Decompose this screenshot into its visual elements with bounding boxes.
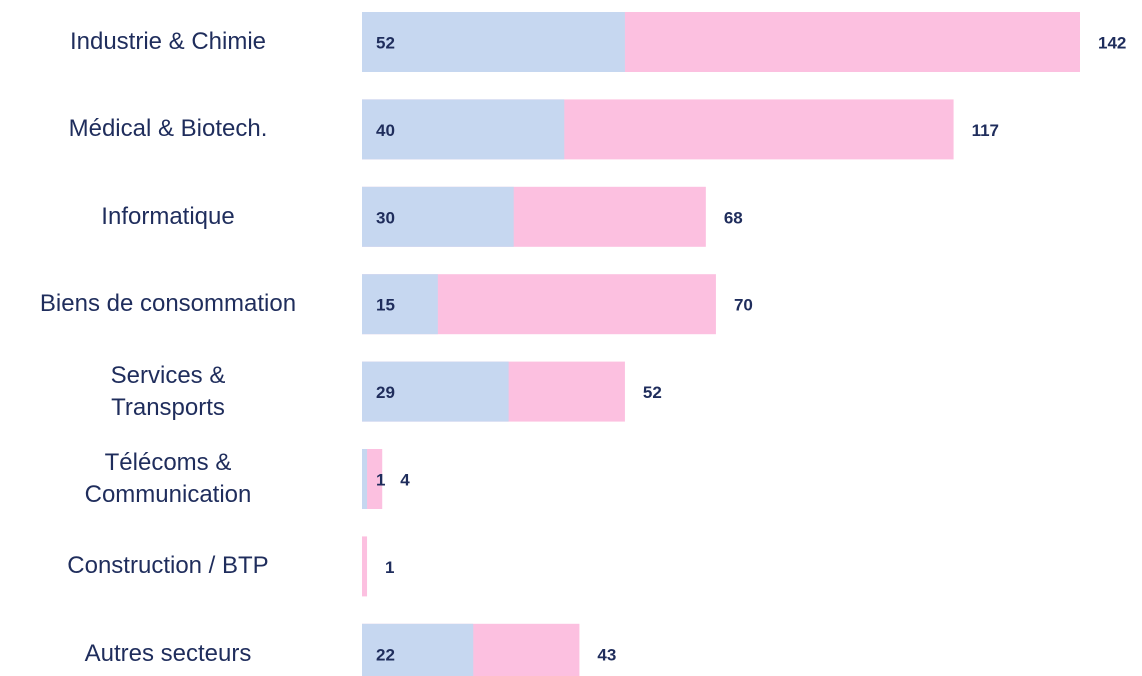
category-label: Autres secteurs xyxy=(84,639,252,667)
value-label: 22 xyxy=(376,645,395,664)
bar xyxy=(362,361,509,422)
category-label: Télécoms & Communication xyxy=(84,449,252,508)
category-label: Biens de consommation xyxy=(39,290,297,318)
value-label: 70 xyxy=(734,296,753,315)
category-label: Construction / BTP xyxy=(67,552,269,580)
value-label: 52 xyxy=(643,383,662,402)
value-label: 40 xyxy=(376,121,395,140)
bar xyxy=(362,12,625,72)
category-label: Industrie & Chimie xyxy=(69,28,267,55)
value-label: 142 xyxy=(1098,33,1126,52)
bar xyxy=(362,274,438,335)
bar xyxy=(362,536,368,597)
category-label: Médical & Biotech. xyxy=(68,115,268,143)
value-label: 1 xyxy=(385,558,394,577)
bar xyxy=(362,449,368,509)
bar xyxy=(362,623,474,676)
value-label: 68 xyxy=(724,208,743,227)
bar xyxy=(362,186,514,247)
value-label: 15 xyxy=(376,296,395,315)
category-label: Informatique xyxy=(101,202,235,230)
category-label: Services & Transports xyxy=(110,361,226,421)
value-label: 29 xyxy=(376,383,395,402)
value-label: 52 xyxy=(376,33,395,52)
bar xyxy=(362,99,565,160)
value-label: 4 xyxy=(400,470,410,489)
value-label: 117 xyxy=(972,121,999,140)
value-label: 1 xyxy=(376,470,385,489)
value-label: 43 xyxy=(597,645,616,664)
value-label: 30 xyxy=(376,208,395,227)
